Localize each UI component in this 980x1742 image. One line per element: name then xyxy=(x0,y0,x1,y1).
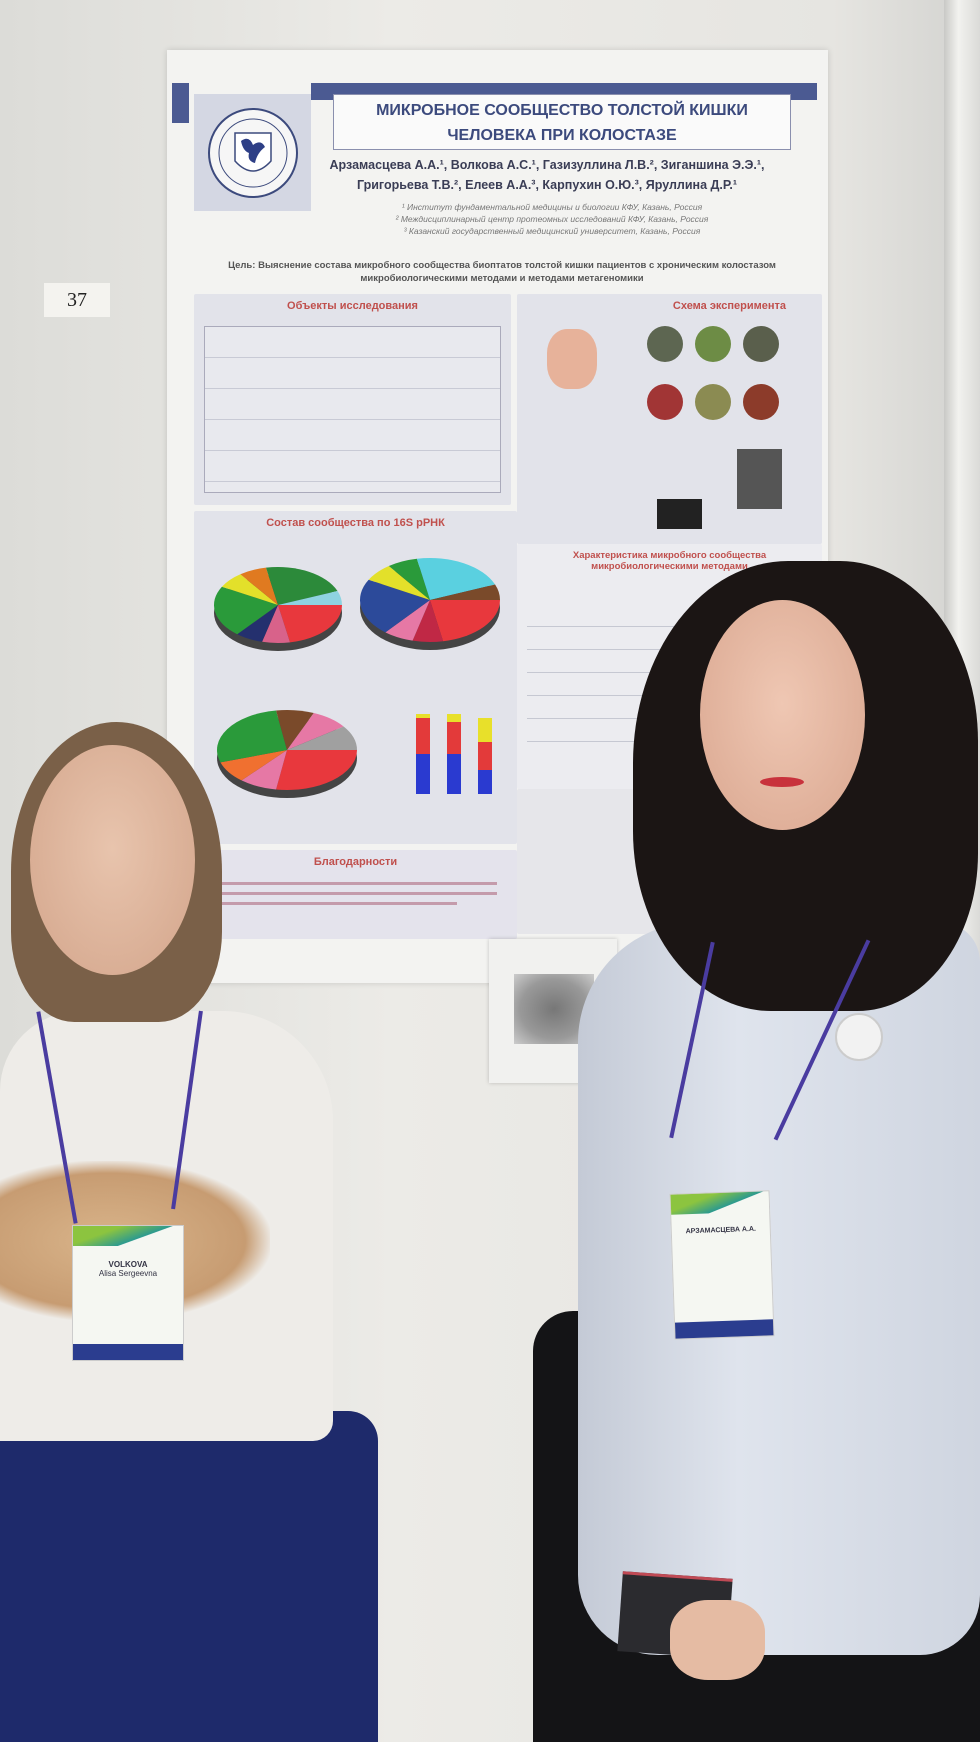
title-line-1: МИКРОБНОЕ СООБЩЕСТВО ТОЛСТОЙ КИШКИ xyxy=(376,102,748,119)
pie-2-slice xyxy=(368,566,430,600)
pie-2-slice xyxy=(430,584,500,600)
badge-footer xyxy=(674,1319,774,1339)
stacked-bar-segment xyxy=(416,718,430,754)
lips xyxy=(760,777,804,787)
section-composition: Состав сообщества по 16S рРНК xyxy=(194,511,517,844)
right-person-face xyxy=(700,600,865,830)
pie-3-slice xyxy=(276,710,314,750)
left-name-badge: VOLKOVA Alisa Sergeevna xyxy=(72,1225,184,1361)
pie-3-slice xyxy=(287,713,344,750)
poster-title: МИКРОБНОЕ СООБЩЕСТВО ТОЛСТОЙ КИШКИ ЧЕЛОВ… xyxy=(333,94,791,150)
pie-1-slice xyxy=(262,605,290,643)
stacked-bar-segment xyxy=(478,742,492,770)
authors-line-1: Арзамасцева А.А.¹, Волкова А.С.¹, Газизу… xyxy=(329,158,765,172)
right-name-badge: АРЗАМАСЦЕВА А.А. xyxy=(669,1190,775,1340)
section-heading: Объекты исследования xyxy=(287,300,418,312)
section-heading: Состав сообщества по 16S рРНК xyxy=(266,517,445,529)
kfu-emblem-icon xyxy=(207,107,298,198)
pin-badge xyxy=(835,1013,883,1061)
pie-1-slice xyxy=(266,567,338,605)
pie-1-slice xyxy=(278,605,342,643)
booth-number-label: 37 xyxy=(44,283,110,317)
section-heading: Характеристика микробного сообщества мик… xyxy=(572,550,767,572)
section-heading: Благодарности xyxy=(313,856,398,868)
right-person-shirt xyxy=(578,922,980,1655)
badge-given-name: Alisa Sergeevna xyxy=(98,1269,158,1278)
poster-left-bar xyxy=(172,83,189,123)
pie-3-slice xyxy=(241,750,287,790)
left-person-skirt xyxy=(0,1411,378,1742)
affiliation: ³ Казанский государственный медицинский … xyxy=(403,226,701,236)
pie-2-slice xyxy=(430,600,500,642)
pie-1-slice xyxy=(221,574,278,605)
stacked-bar-segment xyxy=(416,714,430,718)
pie-3-slice xyxy=(276,750,357,790)
pie-2-slice xyxy=(388,558,430,600)
badge-footer xyxy=(73,1344,183,1360)
pie-1-slice xyxy=(237,605,278,642)
hand xyxy=(670,1600,765,1680)
goal-line-2: микробиологическими методами и методами … xyxy=(360,273,644,284)
stacked-bar-segment xyxy=(447,722,461,754)
goal-line-1: Цель: Выяснение состава микробного сообщ… xyxy=(228,260,776,271)
university-logo xyxy=(194,94,311,211)
title-line-2: ЧЕЛОВЕКА ПРИ КОЛОСТАЗЕ xyxy=(447,127,677,144)
pie-2-slice xyxy=(385,600,430,641)
stacked-bar-segment xyxy=(416,754,430,794)
pie-3-slice xyxy=(220,750,287,781)
left-person-face xyxy=(30,745,195,975)
affiliation: ² Междисциплинарный центр протеомных исс… xyxy=(395,214,709,224)
stacked-bar-segment xyxy=(478,718,492,742)
objects-table xyxy=(204,326,501,493)
badge-surname: VOLKOVA xyxy=(108,1260,148,1269)
affiliation: ¹ Институт фундаментальной медицины и би… xyxy=(401,202,703,212)
section-objects: Объекты исследования xyxy=(194,294,511,505)
stacked-bar-segment xyxy=(447,754,461,794)
pie-1-slice xyxy=(278,591,342,605)
authors-line-2: Григорьева Т.В.², Елеев А.А.³, Карпухин … xyxy=(356,178,738,192)
pie-1-slice xyxy=(214,586,278,635)
pie-1-slice xyxy=(240,567,278,605)
pie-charts xyxy=(214,558,500,798)
pie-3-slice xyxy=(217,710,287,763)
pie-3-slice xyxy=(287,726,357,750)
pie-2-slice xyxy=(360,579,430,633)
pie-2-slice xyxy=(416,558,496,600)
stacked-bar-segment xyxy=(447,714,461,722)
section-heading: Схема эксперимента xyxy=(672,300,787,312)
section-scheme: Схема эксперимента xyxy=(517,294,822,544)
intestine-illustration xyxy=(547,329,597,389)
section-acknowledgements: Благодарности xyxy=(194,850,517,939)
pie-2-slice xyxy=(412,600,444,642)
stacked-bar-segment xyxy=(478,770,492,794)
badge-surname: АРЗАМАСЦЕВА А.А. xyxy=(685,1225,757,1236)
